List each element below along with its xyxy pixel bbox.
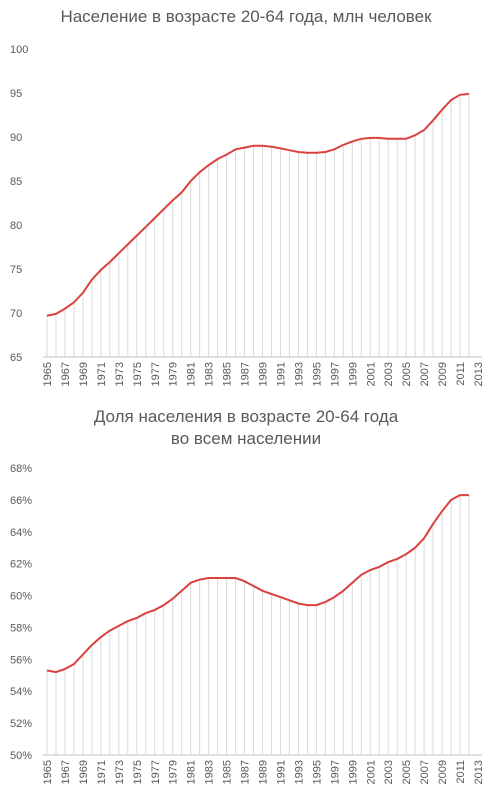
x-tick-label: 2001 xyxy=(365,760,377,784)
chart: Население в возрасте 20-64 года, млн чел… xyxy=(10,7,485,386)
x-tick-label: 1989 xyxy=(258,760,270,784)
x-tick-label: 1975 xyxy=(132,760,144,784)
y-tick-label: 68% xyxy=(10,463,32,475)
x-tick-label: 1979 xyxy=(168,362,180,386)
x-tick-label: 1977 xyxy=(150,362,162,386)
x-tick-label: 2003 xyxy=(383,760,395,784)
y-tick-label: 56% xyxy=(10,654,32,666)
x-tick-label: 1995 xyxy=(311,760,323,784)
x-tick-label: 1965 xyxy=(42,760,54,784)
y-tick-label: 64% xyxy=(10,527,32,539)
chart-title: Доля населения в возрасте 20-64 года xyxy=(94,407,399,426)
x-tick-label: 2011 xyxy=(455,362,467,386)
y-tick-label: 66% xyxy=(10,495,32,507)
chart: Доля населения в возрасте 20-64 года во в… xyxy=(10,407,485,784)
x-tick-label: 1997 xyxy=(329,362,341,386)
y-tick-label: 58% xyxy=(10,622,32,634)
x-tick-label: 1991 xyxy=(275,362,287,386)
x-tick-label: 1993 xyxy=(293,760,305,784)
x-tick-label: 1965 xyxy=(42,362,54,386)
y-tick-label: 80 xyxy=(10,220,22,232)
chart-title: во всем населении xyxy=(171,429,321,448)
x-tick-label: 2005 xyxy=(401,362,413,386)
x-tick-label: 1985 xyxy=(222,760,234,784)
line xyxy=(46,494,469,674)
x-tick-label: 1971 xyxy=(96,362,108,386)
x-tick-label: 2007 xyxy=(419,760,431,784)
x-tick-label: 1969 xyxy=(78,362,90,386)
y-tick-label: 90 xyxy=(10,132,22,144)
x-tick-label: 1983 xyxy=(204,760,216,784)
x-tick-label: 1987 xyxy=(240,362,252,386)
x-tick-label: 1981 xyxy=(186,760,198,784)
y-tick-label: 85 xyxy=(10,176,22,188)
y-tick-label: 95 xyxy=(10,88,22,100)
y-tick-label: 54% xyxy=(10,686,32,698)
x-tick-label: 2009 xyxy=(437,760,449,784)
x-tick-label: 1993 xyxy=(293,362,305,386)
x-tick-label: 2005 xyxy=(401,760,413,784)
x-tick-label: 2007 xyxy=(419,362,431,386)
x-tick-label: 2013 xyxy=(473,760,485,784)
y-tick-label: 50% xyxy=(10,750,32,762)
x-tick-label: 1973 xyxy=(114,760,126,784)
chart-title: Население в возрасте 20-64 года, млн чел… xyxy=(60,7,432,26)
x-tick-label: 2009 xyxy=(437,362,449,386)
x-tick-label: 1979 xyxy=(168,760,180,784)
y-tick-label: 60% xyxy=(10,591,32,603)
x-tick-label: 1985 xyxy=(222,362,234,386)
y-tick-label: 62% xyxy=(10,559,32,571)
x-tick-label: 1987 xyxy=(240,760,252,784)
y-tick-label: 75 xyxy=(10,264,22,276)
x-tick-label: 1971 xyxy=(96,760,108,784)
line xyxy=(46,92,470,317)
x-tick-label: 1999 xyxy=(347,362,359,386)
y-tick-label: 52% xyxy=(10,718,32,730)
x-tick-label: 1995 xyxy=(311,362,323,386)
x-tick-label: 2011 xyxy=(455,760,467,784)
x-tick-label: 1999 xyxy=(347,760,359,784)
x-tick-label: 1975 xyxy=(132,362,144,386)
x-tick-label: 2001 xyxy=(365,362,377,386)
x-tick-label: 1967 xyxy=(60,760,72,784)
x-tick-label: 1967 xyxy=(60,362,72,386)
x-tick-label: 2003 xyxy=(383,362,395,386)
x-tick-label: 1969 xyxy=(78,760,90,784)
x-tick-label: 1997 xyxy=(329,760,341,784)
x-tick-label: 1983 xyxy=(204,362,216,386)
x-tick-label: 1991 xyxy=(275,760,287,784)
y-tick-label: 100 xyxy=(10,44,28,56)
x-tick-label: 2013 xyxy=(473,362,485,386)
x-tick-label: 1981 xyxy=(186,362,198,386)
x-tick-label: 1989 xyxy=(258,362,270,386)
y-tick-label: 65 xyxy=(10,352,22,364)
x-tick-label: 1973 xyxy=(114,362,126,386)
y-tick-label: 70 xyxy=(10,308,22,320)
x-tick-label: 1977 xyxy=(150,760,162,784)
